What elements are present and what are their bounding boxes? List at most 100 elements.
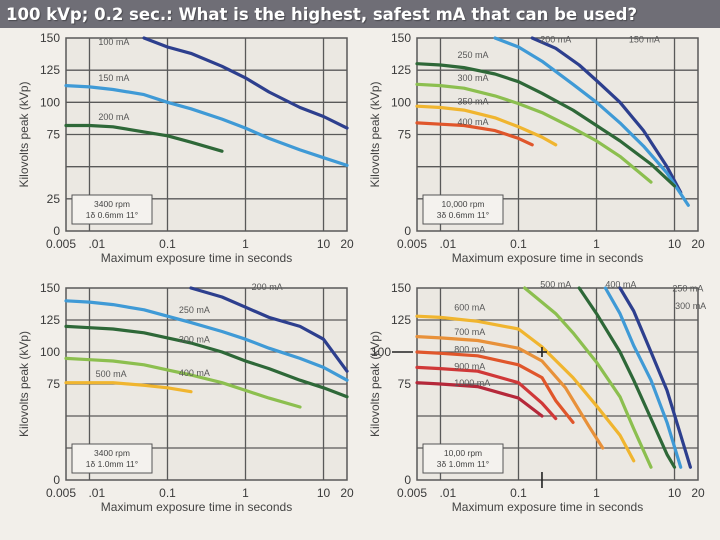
y-tick-label: 150	[40, 281, 60, 295]
y-tick-label: 125	[391, 313, 411, 327]
x-tick-label: 0.005	[46, 486, 76, 500]
y-tick-label: 150	[391, 281, 411, 295]
y-tick-label: 125	[391, 63, 411, 77]
series-line-400-ma	[415, 121, 534, 147]
y-axis-title: Kilovolts peak (kVp)	[368, 81, 382, 187]
x-tick-label: 10	[668, 237, 682, 251]
y-tick-label: 125	[40, 63, 60, 77]
x-axis-title: Maximum exposure time in seconds	[101, 500, 292, 514]
series-line-900-ma	[415, 365, 558, 421]
series-line-150-ma	[530, 36, 683, 194]
spec-box-line-2: 3δ 0.6mm 11°	[437, 210, 489, 220]
series-line-200-ma	[493, 36, 690, 207]
y-tick-label: 75	[47, 377, 61, 391]
spec-box-line-1: 10,000 rpm	[442, 199, 485, 209]
series-label-300-ma: 300 mA	[179, 334, 210, 344]
series-label-900-ma: 900 mA	[454, 361, 485, 371]
series-label-100-ma: 100 mA	[98, 37, 129, 47]
spec-box	[71, 194, 153, 225]
y-tick-label: 25	[47, 192, 61, 206]
series-label-600-ma: 600 mA	[454, 302, 485, 312]
series-line-300-ma	[64, 324, 349, 399]
x-tick-label: 1	[242, 486, 249, 500]
series-label-250-ma: 250 mA	[179, 305, 210, 315]
series-label-700-ma: 700 mA	[454, 327, 485, 337]
series-line-100-ma	[142, 36, 349, 130]
series-label-1000-ma: 1000 mA	[454, 378, 490, 388]
spec-box	[71, 443, 153, 474]
x-tick-label: 1	[593, 486, 600, 500]
y-tick-label: 100	[40, 345, 60, 359]
spec-box-line-1: 3400 rpm	[94, 199, 130, 209]
series-label-800-ma: 800 mA	[454, 345, 485, 355]
y-tick-label: 150	[40, 31, 60, 45]
series-line-300-ma	[415, 82, 653, 184]
x-tick-label: 0.1	[159, 486, 176, 500]
series-line-200-ma	[64, 123, 224, 153]
chart-panel-3: 200 mA 250 mA 300 mA 400 mA 500 mA 3400 rpm1δ…	[17, 281, 354, 514]
y-tick-label: 75	[47, 128, 61, 142]
series-label-350-ma: 350 mA	[457, 96, 488, 106]
x-tick-label: .01	[88, 486, 105, 500]
series-label-400-ma: 400 mA	[179, 368, 210, 378]
x-axis-title: Maximum exposure time in seconds	[452, 500, 643, 514]
series-label-500-ma: 500 mA	[540, 279, 571, 289]
x-tick-label: 20	[340, 486, 354, 500]
y-tick-label: 0	[404, 473, 411, 487]
x-axis-title: Maximum exposure time in seconds	[452, 251, 643, 265]
x-tick-label: 0.005	[397, 237, 427, 251]
y-tick-label: 100	[391, 95, 411, 109]
y-tick-label: 0	[53, 473, 60, 487]
y-axis-title: Kilovolts peak (kVp)	[17, 331, 31, 437]
y-tick-label: 0	[404, 224, 411, 238]
series-label-300-ma: 300 mA	[457, 73, 488, 83]
series-line-200-ma	[189, 286, 349, 373]
spec-box	[422, 194, 504, 225]
series-line-300-ma	[618, 286, 692, 469]
y-tick-label: 75	[398, 128, 412, 142]
series-line-400-ma	[577, 286, 677, 469]
series-label-300-ma: 300 mA	[675, 301, 706, 311]
x-tick-label: 0.005	[397, 486, 427, 500]
x-tick-label: .01	[439, 237, 456, 251]
spec-box-line-1: 10,00 rpm	[444, 448, 482, 458]
series-line-250-ma	[603, 286, 683, 469]
x-tick-label: 0.1	[159, 237, 176, 251]
spec-box-line-2: 1δ 0.6mm 11°	[86, 210, 138, 220]
x-tick-label: 0.1	[510, 486, 527, 500]
y-axis-title: Kilovolts peak (kVp)	[17, 81, 31, 187]
x-tick-label: 1	[593, 237, 600, 251]
y-tick-label: 75	[398, 377, 412, 391]
plot-frame	[416, 37, 699, 232]
series-line-800-ma	[415, 350, 575, 424]
chart-panel-2: 150 mA 200 mA 250 mA 300 mA 350 mA 400 mA 10,0…	[368, 31, 705, 265]
series-line-350-ma	[415, 104, 558, 147]
chart-page: 100 mA 150 mA 200 mA 3400 rpm 1δ 0.6mm 11° 0 2…	[0, 28, 720, 540]
series-label-250-ma: 250 mA	[672, 283, 703, 293]
series-label-400-ma: 400 mA	[605, 279, 636, 289]
plot-frame	[65, 37, 348, 232]
series-line-700-ma	[415, 335, 605, 450]
x-tick-label: .01	[88, 237, 105, 251]
series-label-200-ma: 200 mA	[252, 282, 283, 292]
x-tick-label: 0.005	[46, 237, 76, 251]
series-label-400-ma: 400 mA	[457, 117, 488, 127]
y-axis-title: Kilovolts peak (kVp)	[368, 331, 382, 437]
series-line-500-ma	[523, 286, 653, 469]
series-label-150-ma: 150 mA	[629, 35, 660, 45]
chart-panel-4: 300 mA 250 mA 400 mA 500 mA 600 mA 700 mA 800 …	[368, 279, 706, 514]
spec-box-line-2: 1δ 1.0mm 11°	[86, 459, 138, 469]
x-tick-label: 10	[317, 486, 331, 500]
x-tick-label: .01	[439, 486, 456, 500]
series-line-500-ma	[64, 381, 193, 394]
x-tick-label: 1	[242, 237, 249, 251]
series-line-400-ma	[64, 356, 302, 409]
series-label-250-ma: 250 mA	[457, 50, 488, 60]
series-label-200-ma: 200 mA	[540, 35, 571, 45]
series-line-250-ma	[415, 62, 677, 188]
x-tick-label: 20	[691, 486, 705, 500]
spec-box	[422, 443, 504, 474]
series-line-250-ma	[64, 299, 349, 382]
